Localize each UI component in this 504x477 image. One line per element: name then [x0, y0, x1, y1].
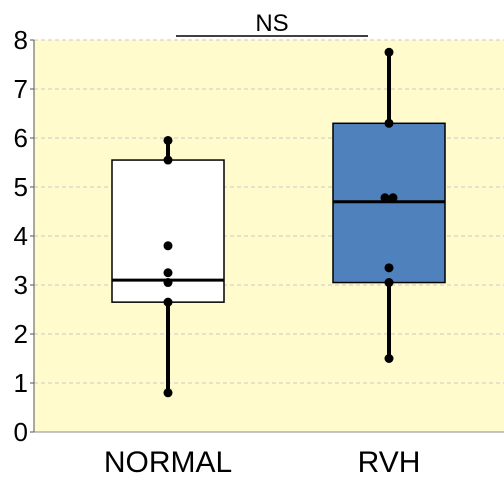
box-group-rvh: [332, 47, 446, 363]
data-point: [163, 135, 173, 145]
boxes: [111, 47, 446, 398]
y-tick-label: 8: [14, 25, 28, 55]
y-tick-label: 1: [14, 368, 28, 398]
box-group-normal: [111, 135, 225, 398]
data-point: [384, 354, 394, 363]
x-axis: NORMAL RVH: [34, 431, 504, 477]
y-axis: 0 1 2 3 4 5 6 7 8: [14, 25, 35, 447]
data-point: [384, 278, 394, 288]
y-tick-label: 5: [14, 172, 28, 202]
x-category-label: NORMAL: [104, 446, 232, 477]
significance-annotation: NS: [176, 10, 368, 37]
significance-label: NS: [255, 10, 288, 37]
y-tick-label: 7: [14, 74, 28, 104]
data-point: [163, 388, 173, 398]
data-point: [163, 278, 173, 288]
data-point: [384, 47, 394, 57]
data-point: [384, 118, 394, 128]
y-tick-label: 0: [14, 417, 28, 447]
y-tick-label: 4: [14, 221, 28, 251]
data-point: [380, 193, 390, 203]
x-category-label: RVH: [358, 446, 421, 477]
y-tick-label: 2: [14, 319, 28, 349]
data-point: [163, 155, 173, 165]
data-point: [388, 193, 398, 203]
data-point: [163, 268, 173, 278]
data-point: [384, 263, 394, 273]
data-point: [163, 241, 173, 251]
y-tick-label: 6: [14, 123, 28, 153]
y-tick-label: 3: [14, 270, 28, 300]
data-point: [163, 297, 173, 307]
